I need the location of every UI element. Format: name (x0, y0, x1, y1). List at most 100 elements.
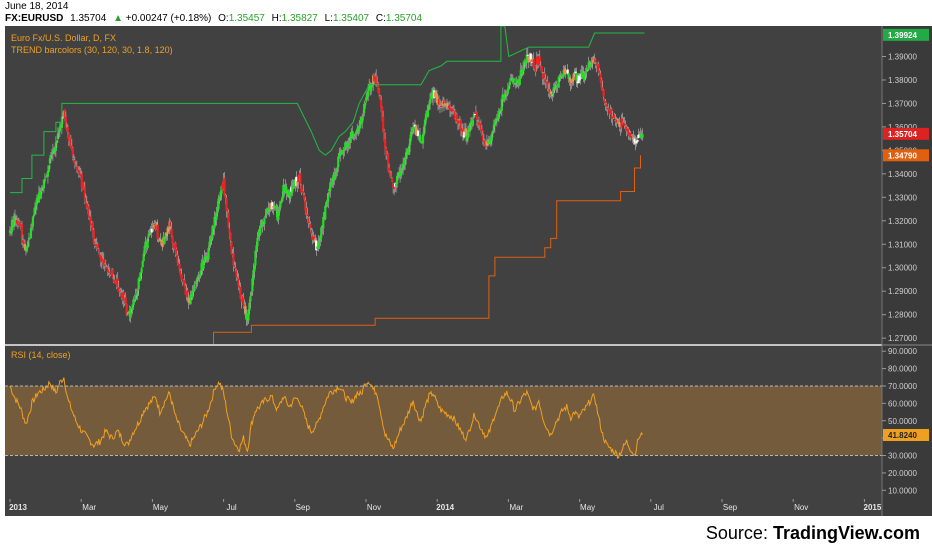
rsi-value-badge-bg (883, 428, 929, 441)
candle-body (140, 268, 143, 273)
candle-body (459, 119, 463, 131)
candle-body (18, 222, 22, 227)
candle-body (636, 139, 639, 142)
candle-body (411, 127, 415, 132)
candle-body (210, 237, 213, 241)
candle-body (53, 150, 56, 152)
candle-body (103, 264, 106, 266)
candle-body (633, 138, 636, 145)
candle-body (524, 61, 527, 65)
candle-body (213, 216, 216, 229)
candle-body (48, 158, 52, 164)
date-tick-label: Mar (82, 503, 96, 512)
candle-body (389, 172, 392, 177)
rsi-tick-label: 80.0000 (888, 365, 917, 374)
candle-body (157, 238, 160, 240)
candle-body (349, 137, 352, 143)
candle-body (97, 248, 100, 252)
candle-body (208, 241, 211, 247)
candle-body (148, 232, 151, 234)
price-change: +0.00247 (+0.18%) (125, 13, 212, 24)
candle-body (302, 191, 305, 194)
candle-body (337, 156, 340, 168)
candle-body (613, 114, 616, 119)
candle-body (218, 197, 221, 201)
rsi-title: RSI (14, close) (11, 350, 71, 360)
candle-body (199, 270, 202, 277)
date-tick-label: 2015 (864, 503, 882, 512)
open-label: O: (218, 13, 229, 24)
rsi-band-fill (5, 385, 882, 456)
date-tick-label: 2014 (436, 503, 454, 512)
candle-body (82, 182, 85, 187)
candle-body (233, 265, 236, 267)
candle-body (252, 270, 255, 281)
candle-body (487, 142, 490, 145)
candle-body (203, 256, 206, 264)
candle-body (262, 224, 265, 226)
candle-body (320, 227, 323, 238)
symbol-label[interactable]: FX:EURUSD (5, 13, 64, 24)
candle-body (514, 82, 517, 85)
candle-body (285, 186, 288, 194)
candle-body (493, 121, 496, 127)
candle-body (297, 176, 300, 183)
low-label: L: (324, 13, 333, 24)
price-pane[interactable]: Euro Fx/U.S. Dollar, D, FX TREND barcolor… (5, 26, 882, 344)
candle-body (309, 223, 312, 229)
rsi-pane[interactable]: RSI (14, close) (5, 346, 882, 499)
candle-body (521, 69, 524, 75)
candle-body (325, 201, 328, 207)
candle-body (183, 279, 186, 287)
candle-body (224, 194, 227, 199)
candle-body (179, 270, 182, 276)
candle-body (442, 100, 446, 105)
candle-body (615, 119, 618, 123)
candle-body (605, 104, 608, 107)
candle-body (159, 239, 162, 242)
candle-body (610, 108, 613, 118)
date-tick-label: Mar (510, 503, 524, 512)
candle-body (42, 179, 46, 189)
candle-body (498, 110, 501, 114)
candle-body (63, 109, 66, 119)
candle-body (495, 119, 498, 122)
candle-body (434, 91, 438, 95)
candle-body (382, 116, 385, 131)
candle-body (9, 230, 13, 234)
candle-body (91, 222, 94, 232)
candle-body (569, 79, 572, 85)
candle-body (603, 99, 606, 103)
candle-body (146, 238, 149, 249)
candle-body (29, 228, 33, 239)
candle-body (471, 119, 475, 126)
candle-body (133, 299, 136, 301)
candle-body (118, 291, 121, 293)
candle-body (354, 133, 357, 135)
candle-body (228, 228, 231, 233)
source-brand: TradingView.com (772, 523, 920, 543)
candle-body (391, 178, 394, 182)
candle-body (595, 63, 598, 66)
candle-body (287, 190, 290, 195)
upper-trend-band (10, 26, 645, 194)
candle-body (111, 269, 114, 279)
candle-body (74, 164, 77, 166)
candle-body (637, 134, 640, 138)
candle-body (305, 207, 308, 214)
candle-body (254, 250, 257, 266)
candle-body (244, 305, 247, 315)
candle-body (390, 175, 393, 177)
candle-body (585, 69, 588, 73)
candle-body (243, 304, 246, 308)
chart-area[interactable]: Euro Fx/U.S. Dollar, D, FX TREND barcolor… (0, 26, 932, 516)
candle-body (317, 241, 320, 248)
candle-body (583, 73, 586, 81)
candle-body (395, 183, 398, 187)
candle-body (405, 150, 409, 153)
candle-body (147, 233, 150, 238)
candle-body (443, 103, 447, 106)
candle-body (453, 111, 457, 119)
candle-body (150, 228, 153, 233)
candle-body (184, 285, 187, 295)
